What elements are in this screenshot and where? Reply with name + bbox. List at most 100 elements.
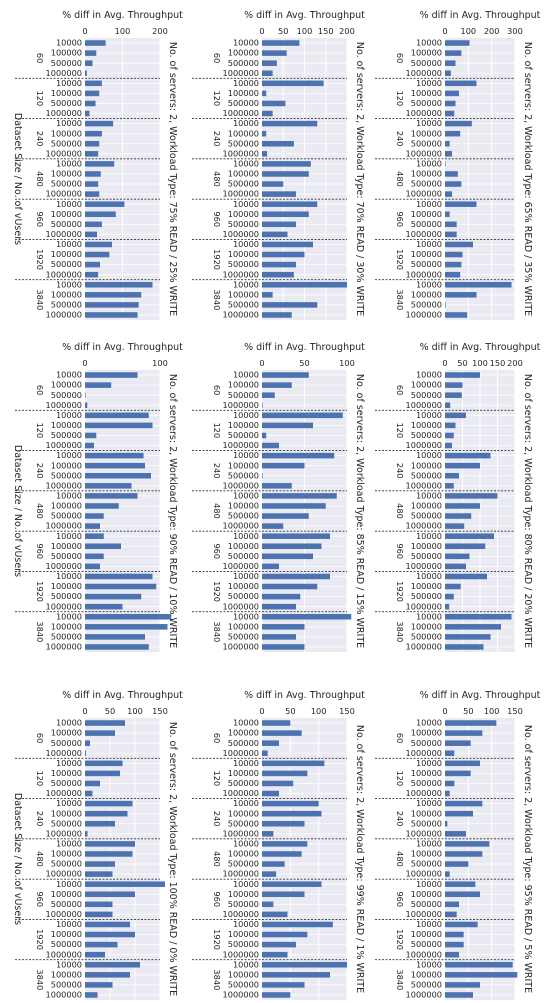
bar [262,861,285,867]
category-tick-label: 500000 [51,859,82,869]
category-tick-label: 500000 [411,470,442,480]
bar [85,800,133,807]
group-tick-label: 3840 [212,969,222,990]
category-tick-label: 500000 [228,179,259,189]
category-tick-label: 1000000 [223,909,259,919]
category-tick-label: 10000 [56,718,82,728]
bar [445,911,457,918]
bar [85,972,130,978]
bar [262,151,268,157]
bar [262,911,288,918]
bar [445,201,477,207]
category-tick-label: 500000 [228,138,259,148]
chart-panel-9: 1000010000050000010000006010000100000500… [375,690,541,1000]
category-tick-label: 100000 [51,289,82,299]
bar [85,810,128,817]
category-tick-label: 1000000 [406,642,442,652]
category-tick-label: 10000 [416,919,442,929]
bar [85,790,93,797]
bar [262,720,291,726]
category-tick-label: 500000 [228,778,259,788]
chart-panel-6: 1000010000050000010000006010000100000500… [375,342,541,652]
bar [85,50,97,56]
category-tick-label: 10000 [56,758,82,768]
category-tick-label: 1000000 [406,480,442,490]
category-tick-label: 10000 [416,118,442,128]
bar [445,241,473,248]
group-tick-label: 1920 [212,249,222,270]
bar [85,462,145,469]
x-tick-label: 50 [285,706,295,716]
category-tick-label: 10000 [56,490,82,500]
bar [85,201,125,207]
group-tick-label: 3840 [395,621,405,642]
bar [262,110,273,117]
bar [445,513,472,519]
bar [85,891,135,898]
bar [262,462,305,469]
bar [262,382,292,388]
bar [85,211,116,218]
bar [262,80,324,87]
group-tick-label: 60 [212,733,222,743]
bar [262,583,318,590]
bar [262,442,279,449]
bar [445,831,466,837]
group-tick-label: 240 [212,131,222,147]
category-tick-label: 100000 [228,128,259,138]
x-tick-label: 50 [457,358,467,368]
x-tick-label: 0 [259,26,264,36]
bar [85,151,99,157]
bar [262,740,279,746]
group-tick-label: 480 [35,503,45,519]
bar [445,292,477,298]
group-tick-label: 3840 [35,289,45,310]
category-tick-label: 10000 [416,38,442,48]
y-axis-label: Dataset Size / No. of vUsers [12,113,23,245]
group-tick-label: 1920 [395,581,405,602]
category-tick-label: 1000000 [406,990,442,1000]
bar [445,871,450,877]
panel-label: No. of servers: 2, Workload Type: 70% RE… [354,42,365,316]
category-tick-label: 10000 [416,410,442,420]
category-tick-label: 1000000 [406,269,442,279]
category-tick-label: 100000 [51,128,82,138]
bar [85,100,96,107]
group-tick-label: 480 [35,851,45,867]
x-tick-label: 0 [442,706,447,716]
group-tick-label: 1920 [35,929,45,950]
category-tick-label: 1000000 [223,189,259,199]
category-tick-label: 1000000 [46,310,82,320]
category-tick-label: 10000 [233,571,259,581]
category-tick-label: 100000 [411,581,442,591]
category-tick-label: 500000 [51,511,82,521]
category-tick-label: 10000 [233,199,259,209]
bar [85,181,99,187]
bar [85,931,135,938]
bar [445,750,455,757]
x-axis-label: % diff in Avg. Throughput [62,690,183,701]
group-tick-label: 240 [35,131,45,147]
panel-label: No. of servers: 2, Workload Type: 75% RE… [167,42,178,316]
category-tick-label: 500000 [51,470,82,480]
category-tick-label: 10000 [56,838,82,848]
chart-panel-8: 1000010000050000010000006010000100000500… [192,690,365,1000]
bar [262,634,296,640]
bar [85,70,87,77]
bar [262,251,305,258]
category-tick-label: 10000 [416,838,442,848]
category-tick-label: 500000 [411,98,442,108]
category-tick-label: 10000 [233,879,259,889]
category-tick-label: 500000 [51,939,82,949]
bar [445,760,480,767]
bar [262,871,277,877]
bar [445,302,446,308]
category-tick-label: 10000 [56,611,82,621]
bar [262,452,335,459]
group-tick-label: 480 [212,503,222,519]
category-tick-label: 500000 [51,591,82,601]
x-tick-label: 0 [82,706,87,716]
category-tick-label: 500000 [411,58,442,68]
category-tick-label: 100000 [51,209,82,219]
category-tick-label: 10000 [56,78,82,88]
